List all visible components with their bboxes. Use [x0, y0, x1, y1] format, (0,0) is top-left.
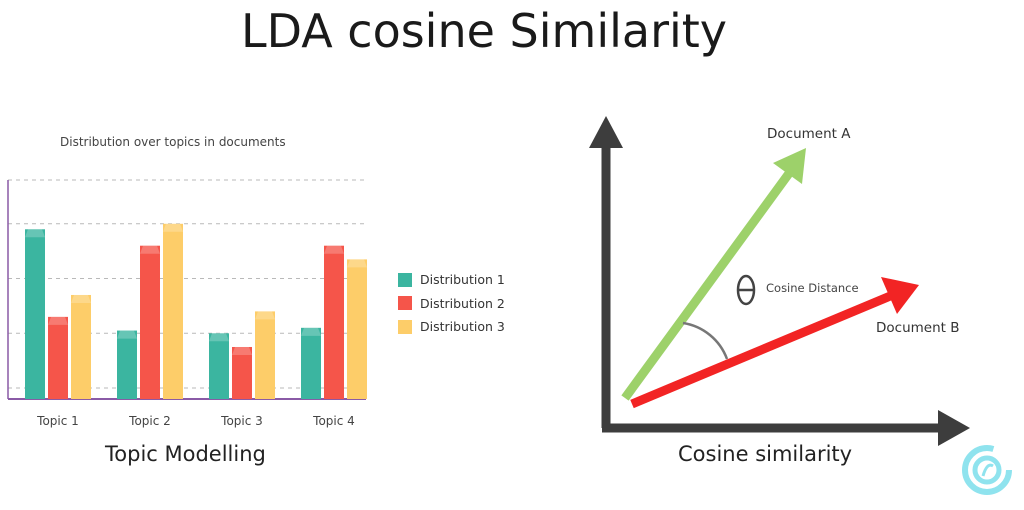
bar	[209, 333, 229, 399]
angle-arc	[682, 321, 729, 360]
bar-cap	[347, 259, 367, 268]
legend-swatch-1	[398, 272, 412, 287]
bar	[232, 346, 252, 399]
bar-cap	[301, 327, 321, 336]
legend-label: Distribution 1	[420, 272, 505, 288]
chart-legend: Distribution 1 Distribution 2 Distributi…	[398, 268, 505, 339]
bar	[25, 229, 45, 399]
legend-label: Distribution 2	[420, 295, 505, 311]
bar	[255, 311, 275, 399]
document-b-label: Document B	[876, 320, 960, 336]
document-a-vector	[621, 148, 806, 401]
x-tick-label: Topic 4	[312, 414, 355, 428]
legend-item: Distribution 2	[398, 292, 505, 316]
topic-modelling-caption: Topic Modelling	[105, 442, 266, 466]
bar-cap	[324, 245, 344, 254]
document-b-vector	[630, 277, 919, 409]
chart-title: Distribution over topics in documents	[60, 135, 286, 149]
bar	[71, 294, 91, 399]
legend-item: Distribution 1	[398, 268, 505, 292]
cosine-similarity-caption: Cosine similarity	[678, 442, 853, 466]
legend-swatch-3	[398, 319, 412, 334]
x-tick-label: Topic 2	[128, 414, 171, 428]
legend-label: Distribution 3	[420, 319, 505, 335]
bar-cap	[209, 333, 229, 342]
bar	[117, 330, 137, 399]
page-title: LDA cosine Similarity	[240, 4, 728, 58]
document-a-line	[621, 169, 794, 401]
document-b-arrow-icon	[881, 277, 919, 314]
legend-item: Distribution 3	[398, 315, 505, 339]
bar-cap	[48, 316, 68, 325]
x-axis-arrow-icon	[938, 410, 970, 446]
bar	[140, 245, 160, 399]
theta-icon	[736, 274, 756, 306]
document-a-arrow-icon	[773, 148, 806, 184]
axes	[589, 116, 970, 446]
bar-cap	[71, 294, 91, 303]
bar-cap	[25, 229, 45, 238]
bar	[301, 327, 321, 399]
legend-swatch-2	[398, 296, 412, 311]
document-b-line	[630, 289, 897, 409]
bar	[324, 245, 344, 399]
bar-cap	[232, 346, 252, 355]
bar-cap	[255, 311, 275, 320]
document-a-label: Document A	[767, 126, 851, 142]
x-tick-label: Topic 1	[36, 414, 79, 428]
y-axis-arrow-icon	[589, 116, 623, 148]
bar	[347, 259, 367, 399]
bar-cap	[140, 245, 160, 254]
bar-cap	[117, 330, 137, 339]
bar	[163, 223, 183, 399]
cosine-distance-label: Cosine Distance	[766, 281, 859, 295]
bar-cap	[163, 223, 183, 232]
x-tick-label: Topic 3	[220, 414, 263, 428]
bar	[48, 316, 68, 399]
